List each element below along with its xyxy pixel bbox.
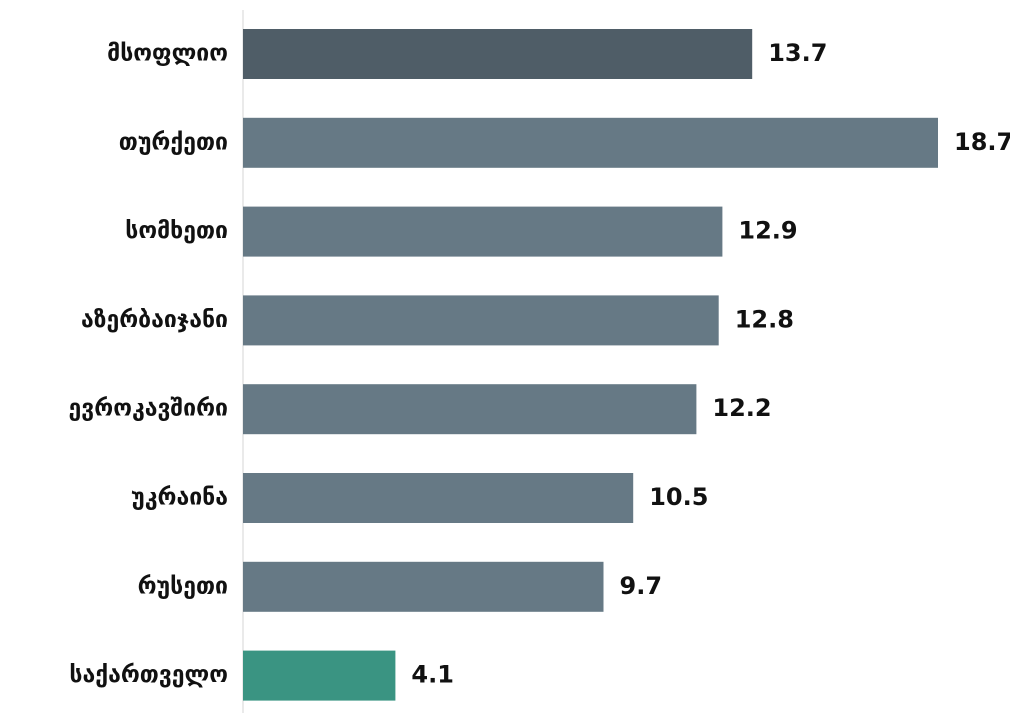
value-labels-group: 13.7 18.7 12.9 12.8 12.2 10.5 9.7 4.1 [411, 39, 1010, 689]
category-label-4: ევროკავშირი [69, 396, 228, 422]
value-label-7: 4.1 [411, 661, 454, 689]
bar-0 [243, 29, 753, 79]
bar-5 [243, 473, 634, 523]
value-label-0: 13.7 [768, 39, 827, 67]
value-label-6: 9.7 [620, 572, 663, 600]
value-label-3: 12.8 [735, 305, 794, 333]
value-label-4: 12.2 [712, 394, 771, 422]
value-label-5: 10.5 [649, 483, 708, 511]
category-labels-group: მსოფლიო თურქეთი სომხეთი აზერბაიჯანი ევროკავშ… [69, 41, 228, 689]
bar-7 [243, 650, 396, 701]
value-label-1: 18.7 [954, 128, 1010, 156]
bar-3 [243, 295, 719, 346]
bar-1 [243, 117, 938, 168]
category-label-3: აზერბაიჯანი [81, 307, 228, 333]
bar-2 [243, 206, 723, 257]
category-label-6: რუსეთი [138, 573, 228, 599]
value-label-2: 12.9 [738, 217, 797, 245]
category-label-1: თურქეთი [119, 129, 228, 155]
category-label-7: საქართველო [69, 662, 228, 688]
bar-6 [243, 561, 604, 612]
category-label-0: მსოფლიო [107, 41, 228, 67]
category-label-2: სომხეთი [125, 218, 228, 244]
bars-group [243, 29, 938, 701]
bar-4 [243, 384, 697, 435]
category-label-5: უკრაინა [131, 485, 228, 511]
